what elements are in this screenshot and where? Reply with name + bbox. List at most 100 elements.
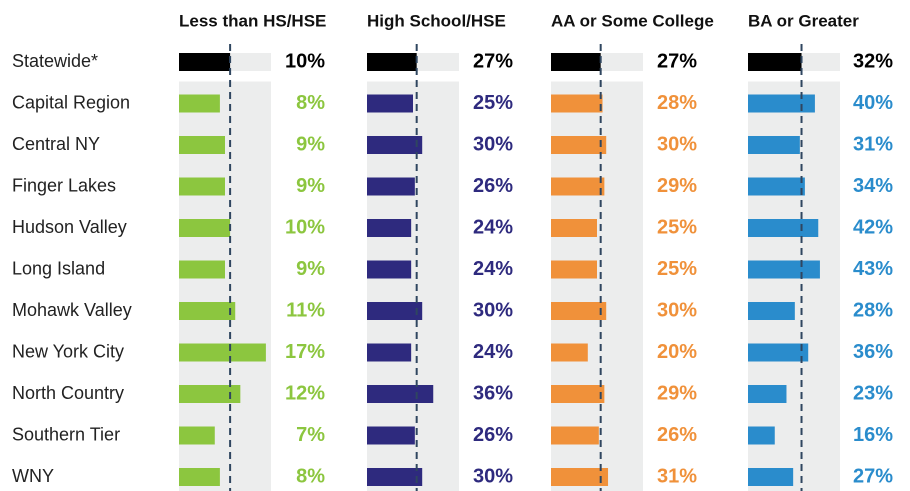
value-label: 30% — [657, 299, 697, 321]
row-label: Hudson Valley — [12, 217, 127, 237]
row-label: Finger Lakes — [12, 175, 116, 195]
value-label: 27% — [657, 50, 697, 72]
value-label: 25% — [657, 216, 697, 238]
bar — [367, 94, 413, 113]
panel-heading: Less than HS/HSE — [179, 11, 326, 30]
value-label: 28% — [657, 92, 697, 114]
value-label: 30% — [473, 299, 513, 321]
bar — [551, 302, 607, 320]
bar — [367, 468, 423, 486]
value-label: 29% — [657, 175, 697, 197]
value-label: 24% — [473, 341, 513, 363]
bar — [179, 302, 236, 320]
bar — [367, 136, 423, 154]
bar — [367, 302, 423, 320]
value-label: 16% — [853, 424, 893, 446]
bar — [551, 343, 588, 362]
value-label: 23% — [853, 382, 893, 404]
bar — [748, 468, 794, 486]
bar — [179, 94, 220, 113]
value-label: 10% — [285, 216, 325, 238]
bar — [551, 385, 605, 403]
value-label: 17% — [285, 341, 325, 363]
bar — [748, 136, 800, 154]
bar — [367, 385, 434, 403]
row-label: Mohawk Valley — [12, 300, 132, 320]
bar — [179, 468, 220, 486]
row-label: Central NY — [12, 134, 100, 154]
bar — [551, 94, 603, 113]
bar — [551, 53, 601, 71]
bar — [179, 136, 225, 154]
value-label: 42% — [853, 216, 893, 238]
bar — [748, 426, 775, 445]
bar — [367, 53, 417, 71]
value-label: 27% — [853, 465, 893, 487]
value-label: 36% — [473, 382, 513, 404]
value-label: 26% — [657, 424, 697, 446]
value-label: 8% — [296, 465, 325, 487]
bar — [367, 260, 412, 279]
value-label: 25% — [657, 258, 697, 280]
value-label: 28% — [853, 299, 893, 321]
value-label: 43% — [853, 258, 893, 280]
value-label: 24% — [473, 258, 513, 280]
bar — [748, 302, 795, 320]
panel-heading: AA or Some College — [551, 11, 714, 30]
row-label: Statewide* — [12, 51, 98, 71]
value-label: 9% — [296, 133, 325, 155]
panel-heading: High School/HSE — [367, 11, 506, 30]
value-label: 12% — [285, 382, 325, 404]
bar — [748, 343, 809, 362]
bar — [179, 385, 241, 403]
bar — [551, 260, 597, 279]
value-label: 29% — [657, 382, 697, 404]
row-label: Capital Region — [12, 92, 130, 112]
bar — [551, 177, 605, 196]
bar — [748, 177, 805, 196]
bar — [748, 260, 820, 279]
bar — [367, 343, 412, 362]
bar — [179, 260, 225, 279]
value-label: 31% — [657, 465, 697, 487]
bar — [367, 426, 415, 445]
value-label: 11% — [286, 299, 325, 321]
bar — [551, 468, 609, 486]
bar — [179, 53, 231, 71]
value-label: 20% — [657, 341, 697, 363]
value-label: 10% — [285, 50, 325, 72]
value-label: 30% — [473, 133, 513, 155]
value-label: 31% — [853, 133, 893, 155]
bar — [179, 219, 231, 237]
panel-heading: BA or Greater — [748, 11, 859, 30]
value-label: 30% — [473, 465, 513, 487]
value-label: 34% — [853, 175, 893, 197]
value-label: 40% — [853, 92, 893, 114]
value-label: 9% — [296, 258, 325, 280]
bar — [748, 219, 819, 237]
value-label: 26% — [473, 175, 513, 197]
row-label: Southern Tier — [12, 424, 120, 444]
bar — [367, 177, 415, 196]
bar — [748, 385, 787, 403]
bar — [748, 94, 815, 113]
value-label: 25% — [473, 92, 513, 114]
row-label: North Country — [12, 383, 124, 403]
value-label: 32% — [853, 50, 893, 72]
bar — [551, 426, 599, 445]
value-label: 26% — [473, 424, 513, 446]
value-label: 30% — [657, 133, 697, 155]
value-label: 9% — [296, 175, 325, 197]
value-label: 24% — [473, 216, 513, 238]
row-label: New York City — [12, 341, 124, 361]
bar — [551, 219, 597, 237]
bar — [367, 219, 412, 237]
bar — [551, 136, 607, 154]
value-label: 36% — [853, 341, 893, 363]
bar — [179, 426, 215, 445]
value-label: 8% — [296, 92, 325, 114]
value-label: 27% — [473, 50, 513, 72]
value-label: 7% — [296, 424, 325, 446]
bar — [179, 343, 266, 362]
